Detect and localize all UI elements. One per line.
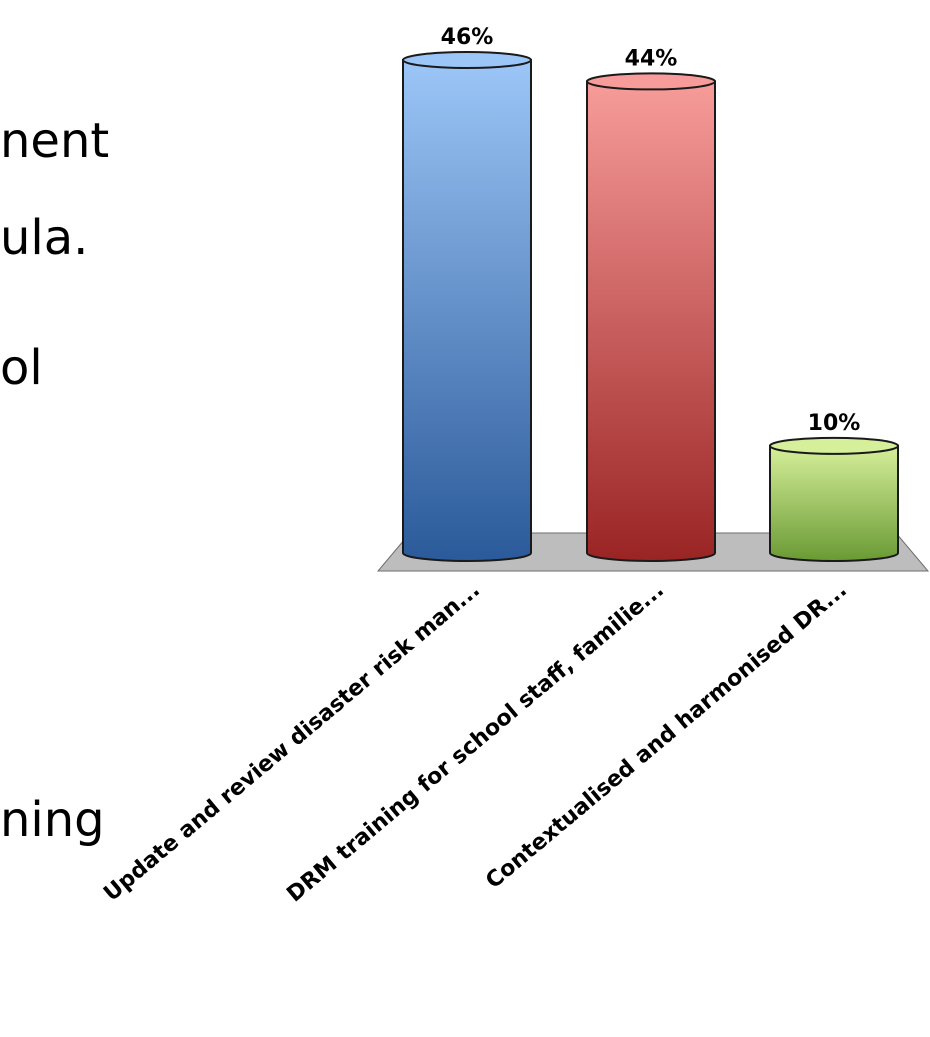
- bar-body: [769, 444, 899, 562]
- bar-body: [402, 59, 532, 562]
- category-label: Contextualised and harmonised DR...: [481, 577, 852, 894]
- slide-text-line-1: nent: [0, 113, 110, 169]
- value-label: 10%: [808, 411, 861, 436]
- category-label: Update and review disaster risk man...: [99, 577, 485, 906]
- slide-text-line-2: ula.: [0, 210, 89, 266]
- bar-top-cap: [769, 436, 899, 455]
- slide-text-line-3: ol: [0, 340, 43, 396]
- slide-text-line-4: ning: [0, 792, 105, 848]
- bar-3: [769, 436, 899, 562]
- value-label: 46%: [441, 25, 494, 50]
- bar-top-cap: [402, 51, 532, 69]
- bars-layer: [402, 51, 899, 562]
- bar-2: [586, 72, 716, 562]
- bar-body: [586, 80, 716, 562]
- category-label: DRM training for school staff, familie..…: [282, 577, 668, 907]
- bar-1: [402, 51, 532, 562]
- value-label: 44%: [625, 46, 678, 71]
- bar-top-cap: [586, 72, 716, 91]
